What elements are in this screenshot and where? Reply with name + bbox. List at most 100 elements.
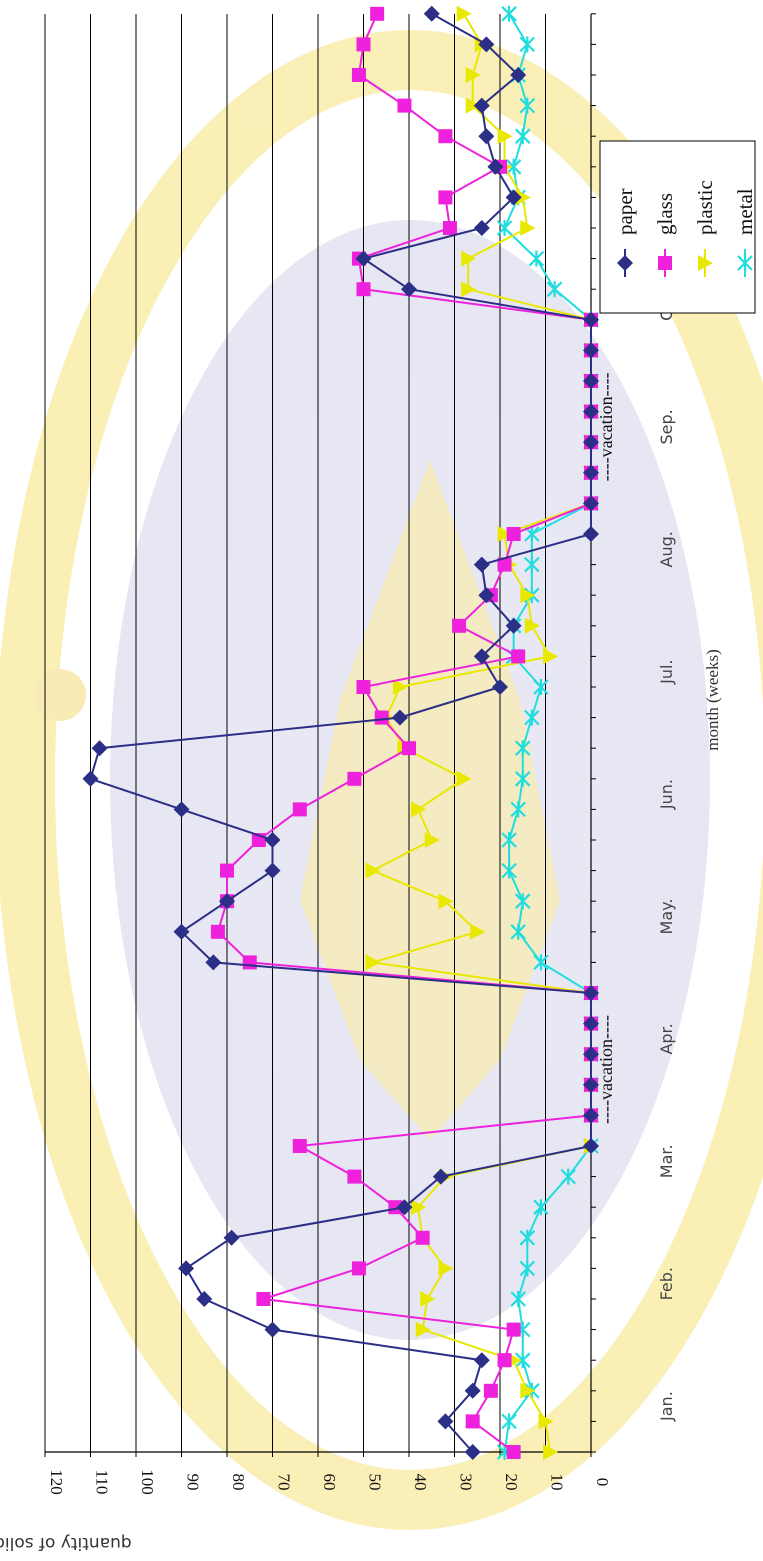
legend-swatch-marker <box>698 255 713 271</box>
legend-item-paper: paper <box>613 188 637 277</box>
month-label: Jul. <box>657 660 676 685</box>
data-point-paper <box>583 526 599 542</box>
data-point-metal <box>514 740 531 757</box>
data-point-plastic <box>411 1199 427 1216</box>
y-tick-label: 0 <box>593 1478 612 1487</box>
data-point-glass <box>374 710 389 725</box>
data-point-paper <box>583 311 599 328</box>
data-point-paper <box>583 985 599 1001</box>
vacation-annotation: ----vacation---- <box>596 1015 616 1124</box>
y-tick-label: 80 <box>229 1474 248 1491</box>
data-point-paper <box>583 1015 599 1032</box>
data-point-plastic <box>438 1260 454 1277</box>
data-point-paper <box>478 36 495 53</box>
legend-label: plastic <box>693 180 717 235</box>
data-point-plastic <box>365 954 381 971</box>
data-point-plastic <box>461 281 477 298</box>
data-point-metal <box>514 128 531 145</box>
data-point-glass <box>356 37 371 52</box>
data-point-glass <box>292 1139 307 1153</box>
x-axis-title: month (weeks) <box>703 649 722 751</box>
data-point-plastic <box>497 526 513 542</box>
series-lines <box>82 5 599 1460</box>
data-point-paper <box>583 434 599 451</box>
data-point-paper <box>583 342 599 359</box>
data-point-paper <box>505 617 522 634</box>
data-point-metal <box>505 158 522 175</box>
data-point-glass <box>256 1292 271 1306</box>
data-point-plastic <box>520 587 536 604</box>
data-point-plastic <box>515 189 531 206</box>
legend-box <box>599 140 756 314</box>
data-point-paper <box>219 893 235 910</box>
data-point-metal <box>546 281 563 298</box>
data-point-metal <box>501 5 517 22</box>
y-tick-label: 60 <box>320 1474 339 1491</box>
data-point-glass <box>347 771 362 786</box>
legend-label: metal <box>733 188 757 235</box>
data-point-metal <box>519 1229 536 1246</box>
data-point-paper <box>473 220 490 236</box>
grid <box>44 14 592 1453</box>
data-point-paper <box>464 1382 481 1399</box>
data-point-plastic <box>392 679 408 695</box>
y-tick-label: 110 <box>93 1470 112 1495</box>
y-tick-label: 90 <box>184 1474 203 1491</box>
annotations: ----vacation---- ----vacation---- <box>596 372 616 1124</box>
data-point-plastic <box>415 1321 431 1338</box>
data-point-glass <box>356 282 371 297</box>
data-point-paper <box>173 801 190 818</box>
series-line-paper <box>89 12 592 1453</box>
data-point-glass <box>452 618 467 633</box>
data-point-metal <box>501 1413 517 1430</box>
data-point-paper <box>173 923 190 940</box>
data-point-paper <box>583 373 599 389</box>
data-point-paper <box>583 1107 599 1124</box>
y-tick-label: 100 <box>138 1469 157 1495</box>
data-point-paper <box>583 403 599 420</box>
legend-label: glass <box>653 193 677 235</box>
data-point-paper <box>223 1229 240 1246</box>
data-point-plastic <box>497 128 513 145</box>
month-label: Jan. <box>657 1391 676 1422</box>
data-point-paper <box>391 709 408 726</box>
data-point-paper <box>437 1413 454 1430</box>
data-point-glass <box>347 1169 362 1184</box>
data-point-metal <box>533 1199 549 1216</box>
data-point-plastic <box>365 862 381 879</box>
y-tick-label: 70 <box>275 1474 294 1491</box>
y-tick-label: 40 <box>411 1474 430 1491</box>
legend-label: paper <box>613 188 637 235</box>
data-point-plastic <box>465 67 481 83</box>
data-point-paper <box>583 1076 599 1093</box>
data-point-paper <box>487 158 504 175</box>
series-paper <box>82 5 599 1460</box>
data-point-paper <box>205 954 222 971</box>
data-point-paper <box>478 128 495 145</box>
month-label: Aug. <box>657 531 676 567</box>
data-point-glass <box>465 1414 480 1429</box>
data-point-paper <box>264 862 281 879</box>
data-point-plastic <box>470 923 486 940</box>
data-point-metal <box>514 1352 531 1369</box>
legend-swatch-marker <box>658 256 672 270</box>
data-point-plastic <box>411 801 427 818</box>
data-point-glass <box>292 802 307 817</box>
watermark-seal <box>0 30 763 1530</box>
data-point-glass <box>242 955 257 970</box>
data-point-metal <box>510 923 526 940</box>
data-point-plastic <box>456 5 472 22</box>
y-axis-title: quantity of solid waste (Kg.) <box>0 1533 132 1553</box>
legend-item-glass: glass <box>653 193 677 277</box>
data-point-plastic <box>543 648 559 665</box>
data-point-metal <box>533 954 549 971</box>
data-point-glass <box>511 649 526 664</box>
data-point-paper <box>264 832 281 848</box>
data-point-plastic <box>538 1413 554 1430</box>
data-point-plastic <box>543 1444 559 1460</box>
data-point-metal <box>528 250 545 267</box>
data-point-metal <box>501 832 517 848</box>
data-point-metal <box>496 220 513 236</box>
legend-item-metal: metal <box>733 188 757 277</box>
month-label: Mar. <box>657 1144 676 1178</box>
